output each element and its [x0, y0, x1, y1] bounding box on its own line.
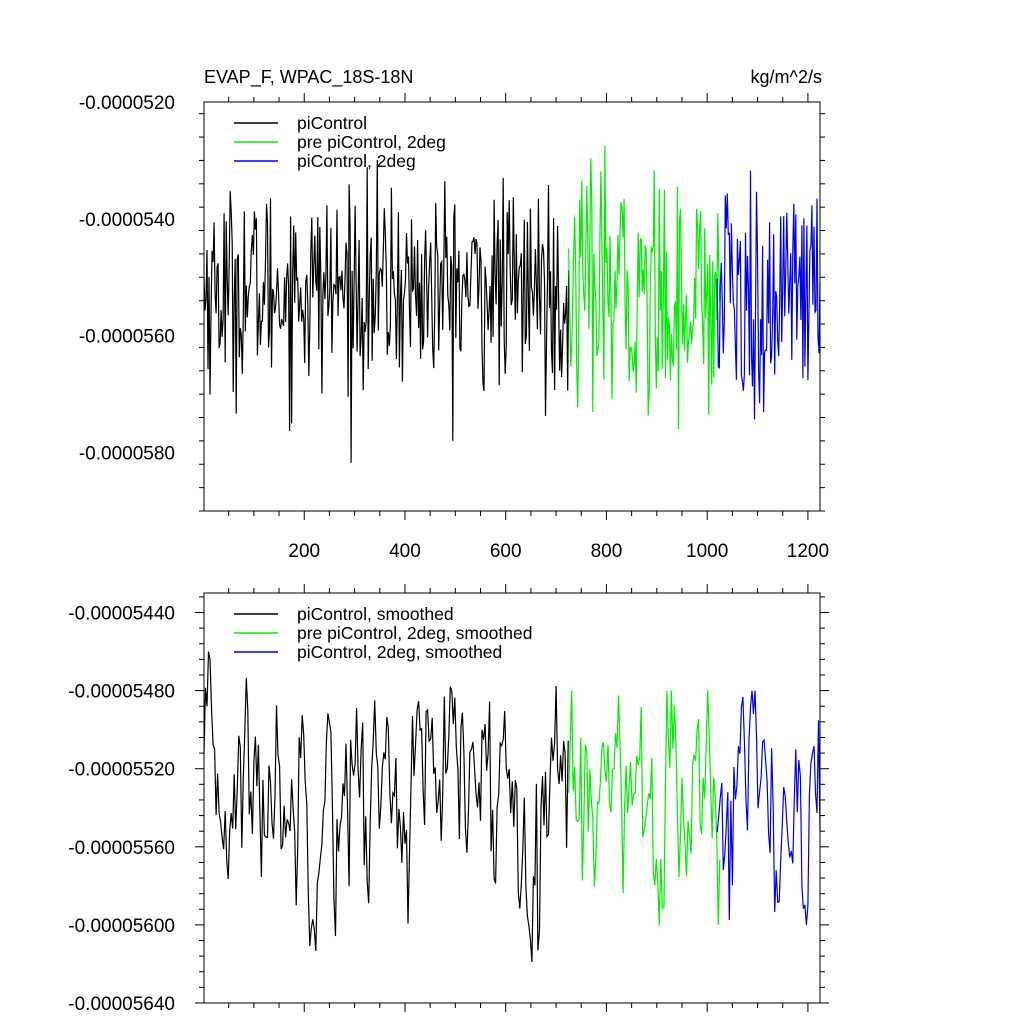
legend-label: piControl [297, 113, 367, 133]
series-line-1 [203, 651, 569, 963]
chart-title: EVAP_F, WPAC_18S-18N [204, 67, 413, 88]
legend-label: pre piControl, 2deg [297, 132, 446, 152]
y-tick-label: -0.0000580 [79, 444, 175, 465]
x-tick-label: 600 [490, 541, 522, 562]
panel-2: -0.00005440 -0.00005480 -0.00005520 -0.0000… [68, 584, 829, 1015]
y-tick-label: -0.00005600 [68, 916, 175, 937]
y-tick-label: -0.00005520 [68, 760, 175, 781]
legend-label: piControl, 2deg [297, 151, 416, 171]
x-tick-label: 1000 [686, 541, 728, 562]
series-line-2 [568, 690, 721, 925]
y-tick-label: -0.00005480 [68, 682, 175, 703]
y-tick-label: -0.00005560 [68, 838, 175, 859]
series-line-3 [716, 170, 821, 420]
series-line-2 [568, 145, 721, 430]
plot-frame [203, 101, 821, 512]
x-tick-label: 800 [591, 541, 623, 562]
legend-label: piControl, 2deg, smoothed [297, 642, 502, 662]
y-tick-label: -0.00005440 [68, 604, 175, 625]
y-tick-label: -0.0000560 [79, 327, 175, 348]
panel-1: 200 400 600 800 1000 1200 -0.0000520 -0.0000540… [79, 93, 829, 562]
x-tick-label: 200 [288, 541, 320, 562]
legend-label: piControl, smoothed [297, 604, 454, 624]
y-tick-label: -0.00005640 [68, 994, 175, 1015]
y-tick-label: -0.0000540 [79, 210, 175, 231]
legend-label: pre piControl, 2deg, smoothed [297, 623, 532, 643]
x-tick-label: 400 [389, 541, 421, 562]
x-tick-label: 1200 [787, 541, 829, 562]
plot-frame [203, 592, 821, 1004]
units-label: kg/m^2/s [751, 67, 822, 87]
series-line-1 [203, 160, 570, 463]
series-line-3 [716, 690, 821, 925]
y-tick-label: -0.0000520 [79, 93, 175, 114]
